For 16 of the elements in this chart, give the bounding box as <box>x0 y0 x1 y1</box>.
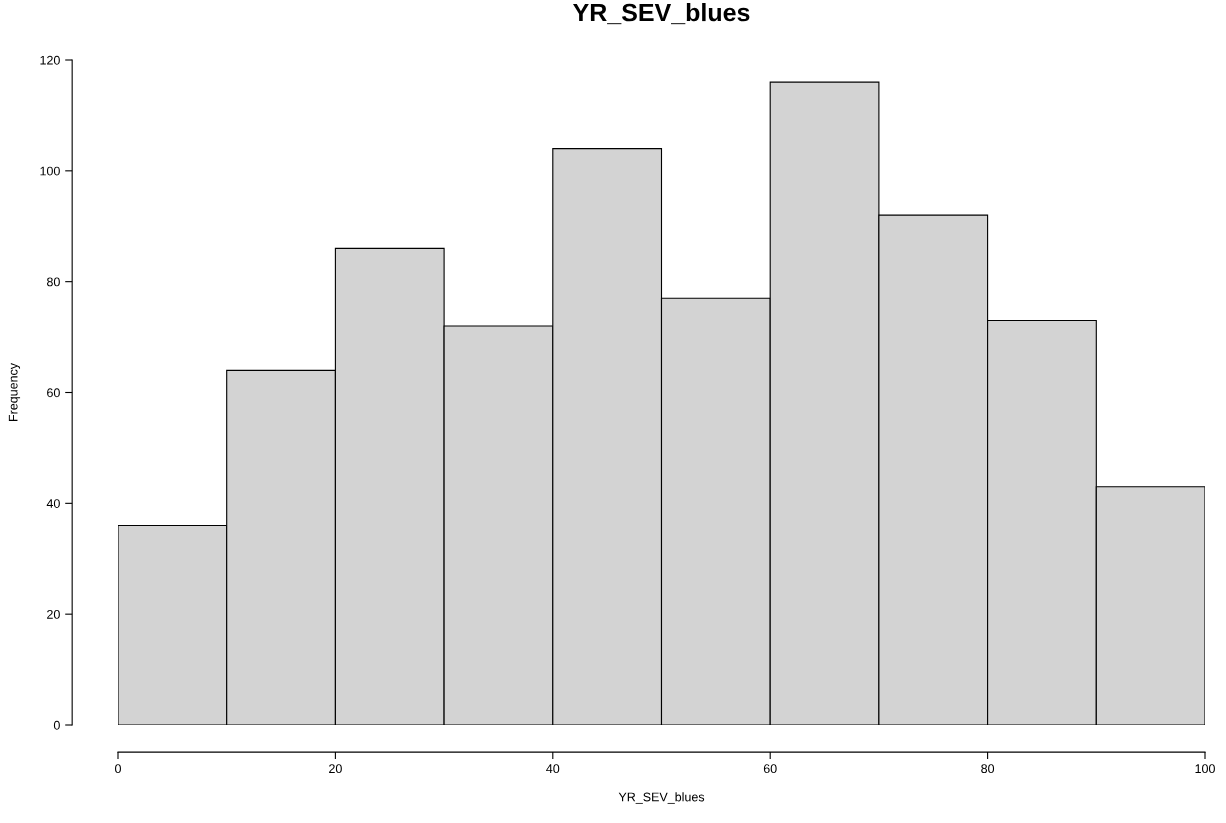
x-tick-label: 0 <box>115 764 121 774</box>
y-tick-label: 80 <box>47 277 60 287</box>
y-tick-label: 120 <box>40 55 60 65</box>
x-tick-label: 100 <box>1195 764 1215 774</box>
y-tick-label: 40 <box>46 499 60 508</box>
y-tick-label: 0 <box>53 720 60 730</box>
x-tick-label: 80 <box>981 764 995 774</box>
y-axis-title: Frequency <box>8 362 21 421</box>
x-tick-label: 60 <box>763 764 777 774</box>
x-tick-label: 20 <box>329 764 342 774</box>
chart-title: YR_SEV_blues <box>573 2 750 25</box>
y-tick-label: 20 <box>47 609 60 619</box>
y-tick-label: 60 <box>47 388 60 398</box>
y-tick-label: 100 <box>40 166 60 176</box>
x-tick-label: 40 <box>546 764 560 774</box>
x-axis-title: YR_SEV_blues <box>618 792 705 804</box>
